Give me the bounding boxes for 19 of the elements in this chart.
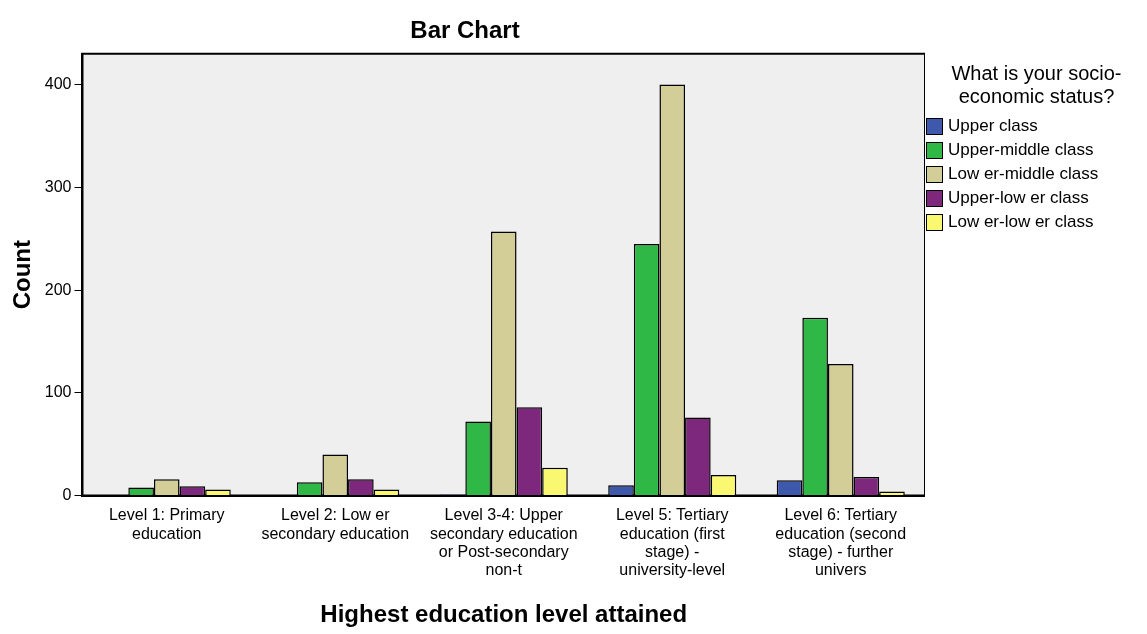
x-tick-label: Level 1: Primary education xyxy=(108,506,225,542)
legend-title: What is your socio-economic status? xyxy=(950,62,1123,108)
legend-label: Low er-low er class xyxy=(948,212,1094,232)
y-tick-label: 300 xyxy=(44,177,72,195)
legend-label: Upper class xyxy=(948,116,1038,136)
y-axis-title: Count xyxy=(8,240,36,310)
x-tick-label: Level 6: Tertiary education (second stage) - further univers xyxy=(775,506,907,579)
x-axis-title: Highest education level attained xyxy=(320,600,688,628)
legend-label: Low er-middle class xyxy=(948,164,1099,184)
y-tick-label: 100 xyxy=(44,383,72,401)
legend-label: Upper-low er class xyxy=(948,188,1089,208)
y-tick-label: 400 xyxy=(44,75,72,93)
x-tick-label: Level 3-4: Upper secondary education or Post-secondary non-t xyxy=(429,506,578,579)
y-tick-label: 0 xyxy=(62,486,72,504)
x-tick-label: Level 2: Low er secondary education xyxy=(261,506,410,542)
legend-label: Upper-middle class xyxy=(948,140,1094,160)
x-tick-label: Level 5: Tertiary education (first stage) - university-level xyxy=(615,506,729,579)
y-tick-label: 200 xyxy=(44,280,72,298)
chart-title: Bar Chart xyxy=(410,16,520,44)
